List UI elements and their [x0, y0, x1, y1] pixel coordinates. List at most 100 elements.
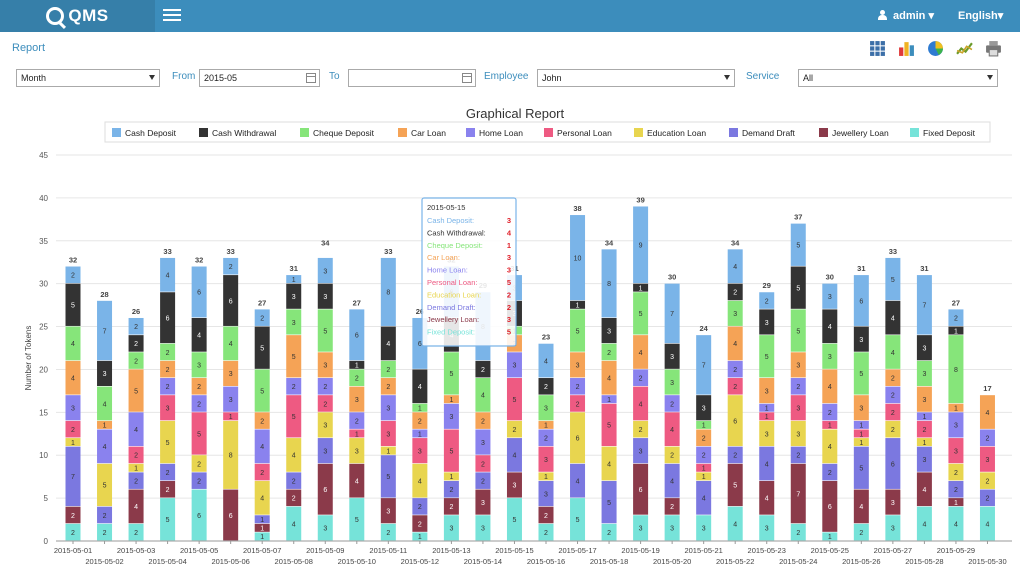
bar-segment[interactable]	[759, 309, 775, 335]
bar-segment[interactable]	[696, 420, 712, 429]
bar-segment[interactable]	[191, 395, 207, 412]
bar-segment[interactable]	[570, 378, 586, 395]
menu-toggle-icon[interactable]	[163, 9, 181, 23]
bar-segment[interactable]	[948, 412, 964, 438]
bar-segment[interactable]	[822, 532, 838, 541]
bar-segment[interactable]	[349, 360, 365, 369]
bar-segment[interactable]	[317, 395, 333, 412]
bar-segment[interactable]	[727, 463, 743, 507]
bar-segment[interactable]	[538, 395, 554, 421]
bar-segment[interactable]	[317, 283, 333, 309]
bar-segment[interactable]	[160, 498, 176, 541]
bar-segment[interactable]	[65, 438, 81, 447]
calendar-icon[interactable]	[306, 73, 316, 83]
bar-segment[interactable]	[97, 506, 113, 524]
bar-segment[interactable]	[191, 352, 207, 378]
bar-segment[interactable]	[443, 429, 459, 472]
legend-swatch[interactable]	[398, 128, 407, 137]
bar-segment[interactable]	[696, 463, 712, 472]
bar-segment[interactable]	[916, 506, 932, 541]
bar-segment[interactable]	[506, 420, 522, 438]
bar-segment[interactable]	[65, 446, 81, 507]
bar-segment[interactable]	[538, 420, 554, 429]
bar-segment[interactable]	[475, 455, 491, 472]
pie-chart-icon[interactable]	[927, 40, 944, 57]
bar-segment[interactable]	[948, 403, 964, 412]
bar-segment[interactable]	[128, 523, 144, 541]
bar-segment[interactable]	[380, 420, 396, 447]
bar-segment[interactable]	[916, 412, 932, 421]
bar-segment[interactable]	[979, 506, 995, 541]
bar-segment[interactable]	[759, 420, 775, 447]
to-date-input[interactable]	[348, 69, 476, 87]
bar-segment[interactable]	[317, 412, 333, 438]
bar-segment[interactable]	[916, 420, 932, 438]
calendar-icon[interactable]	[462, 73, 472, 83]
bar-segment[interactable]	[570, 498, 586, 541]
bar-segment[interactable]	[65, 506, 81, 524]
bar-segment[interactable]	[538, 429, 554, 447]
bar-segment[interactable]	[979, 446, 995, 472]
bar-segment[interactable]	[412, 429, 428, 438]
bar-segment[interactable]	[822, 480, 838, 532]
bar-segment[interactable]	[759, 403, 775, 412]
bar-segment[interactable]	[759, 378, 775, 404]
bar-segment[interactable]	[601, 403, 617, 447]
bar-segment[interactable]	[254, 369, 270, 412]
bar-segment[interactable]	[570, 463, 586, 498]
bar-segment[interactable]	[790, 378, 806, 395]
bar-segment[interactable]	[128, 352, 144, 369]
bar-segment[interactable]	[822, 420, 838, 429]
bar-segment[interactable]	[286, 283, 302, 309]
bar-segment[interactable]	[633, 420, 649, 438]
bar-segment[interactable]	[443, 498, 459, 515]
bar-segment[interactable]	[475, 472, 491, 489]
bar-segment[interactable]	[538, 472, 554, 481]
bar-segment[interactable]	[191, 489, 207, 541]
bar-segment[interactable]	[853, 275, 869, 326]
legend-swatch[interactable]	[466, 128, 475, 137]
bar-segment[interactable]	[885, 300, 901, 335]
bar-segment[interactable]	[853, 489, 869, 524]
bar-segment[interactable]	[160, 480, 176, 498]
bar-segment[interactable]	[443, 515, 459, 541]
bar-segment[interactable]	[506, 438, 522, 472]
bar-segment[interactable]	[601, 446, 617, 481]
bar-segment[interactable]	[97, 386, 113, 421]
bar-segment[interactable]	[916, 438, 932, 447]
period-select[interactable]: Month	[16, 69, 160, 87]
bar-segment[interactable]	[349, 438, 365, 464]
bar-segment[interactable]	[128, 472, 144, 489]
bar-segment[interactable]	[506, 498, 522, 541]
bar-segment[interactable]	[380, 257, 396, 326]
bar-segment[interactable]	[979, 489, 995, 507]
bar-segment[interactable]	[601, 249, 617, 318]
bar-segment[interactable]	[696, 429, 712, 447]
bar-segment[interactable]	[506, 378, 522, 421]
bar-segment[interactable]	[664, 283, 680, 344]
bar-segment[interactable]	[475, 412, 491, 429]
bar-segment[interactable]	[601, 360, 617, 395]
bar-segment[interactable]	[380, 360, 396, 378]
bar-segment[interactable]	[822, 309, 838, 344]
bar-segment[interactable]	[349, 498, 365, 541]
bar-segment[interactable]	[443, 395, 459, 404]
bar-segment[interactable]	[759, 412, 775, 421]
legend-label[interactable]: Home Loan	[479, 128, 523, 138]
bar-segment[interactable]	[759, 446, 775, 481]
bar-segment[interactable]	[727, 395, 743, 447]
bar-segment[interactable]	[696, 335, 712, 395]
bar-segment[interactable]	[349, 463, 365, 498]
bar-segment[interactable]	[790, 309, 806, 352]
bar-segment[interactable]	[191, 317, 207, 352]
bar-segment[interactable]	[696, 515, 712, 541]
bar-segment[interactable]	[160, 343, 176, 361]
legend-swatch[interactable]	[300, 128, 309, 137]
bar-segment[interactable]	[853, 446, 869, 489]
bar-segment[interactable]	[286, 309, 302, 335]
legend-label[interactable]: Jewellery Loan	[832, 128, 889, 138]
bar-segment[interactable]	[506, 472, 522, 498]
bar-segment[interactable]	[475, 378, 491, 412]
bar-segment[interactable]	[696, 472, 712, 481]
bar-segment[interactable]	[633, 206, 649, 284]
